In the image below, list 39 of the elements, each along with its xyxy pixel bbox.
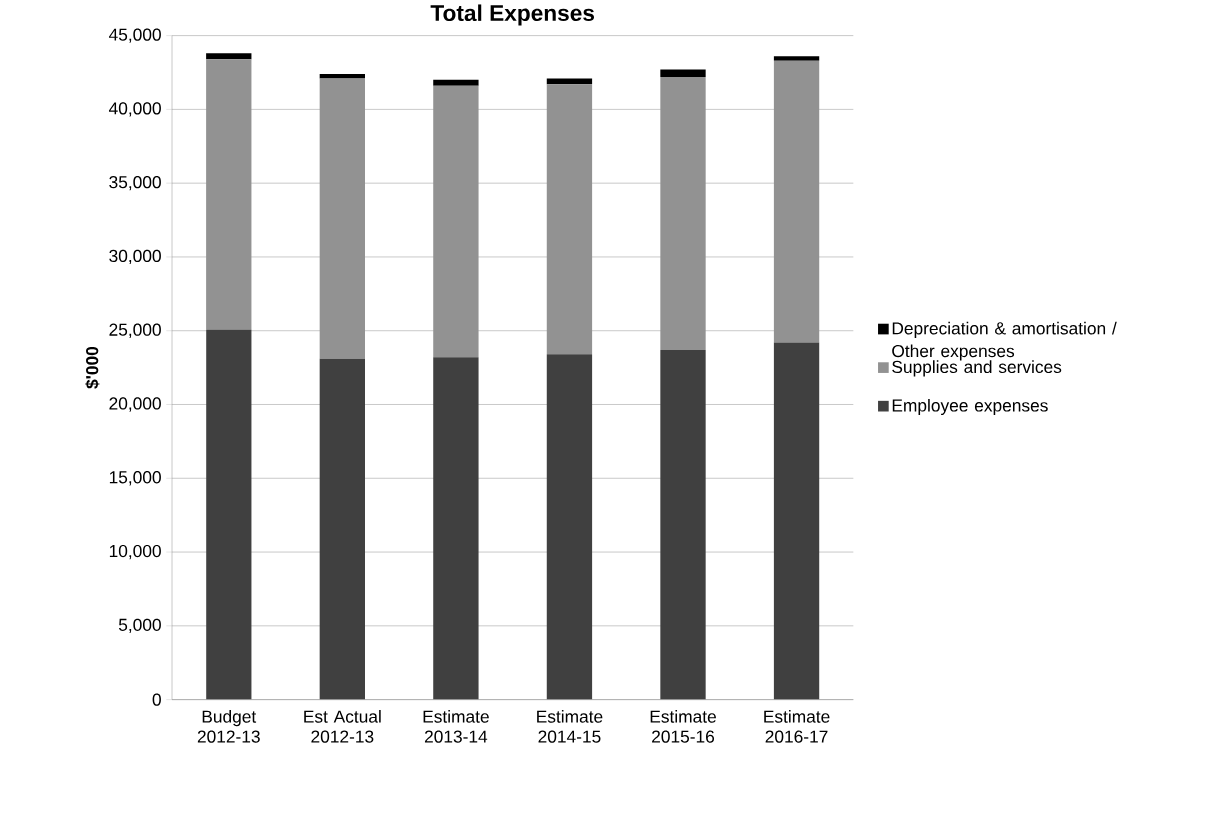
legend-label: Employee expenses xyxy=(892,399,1048,416)
bar xyxy=(660,350,706,700)
bar xyxy=(206,53,252,60)
y-tick-label: 45,000 xyxy=(108,28,161,43)
bar xyxy=(546,84,593,355)
y-tick-label: 40,000 xyxy=(108,102,161,117)
bar xyxy=(319,74,365,79)
bar xyxy=(433,85,479,358)
bar xyxy=(433,357,479,700)
y-axis-title: $'000 xyxy=(85,347,100,389)
bar xyxy=(660,77,706,351)
y-tick-label: 25,000 xyxy=(109,323,161,339)
y-tick-label: 0 xyxy=(152,693,161,706)
bar xyxy=(319,358,365,700)
y-tick-label: 15,000 xyxy=(109,471,161,486)
bar xyxy=(546,354,593,700)
bar xyxy=(773,60,820,343)
y-tick-label: 30,000 xyxy=(109,249,161,265)
y-tick-label: 10,000 xyxy=(109,545,161,560)
x-tick-label: Budget 2012-13 xyxy=(197,710,260,743)
bar xyxy=(206,59,252,330)
legend-label: Depreciation & amortisation / Other expenses xyxy=(892,321,1117,361)
bar xyxy=(773,56,820,61)
bar xyxy=(773,342,820,700)
legend-label: Supplies and services xyxy=(892,360,1062,377)
y-tick-label: 20,000 xyxy=(109,397,161,412)
bar xyxy=(206,329,252,700)
bar xyxy=(546,78,593,85)
x-tick-label: Estimate 2013-14 xyxy=(423,710,489,743)
bar xyxy=(660,69,706,78)
x-tick-label: Est Actual 2012-13 xyxy=(304,710,381,743)
y-tick-label: 5,000 xyxy=(118,618,161,634)
bar xyxy=(319,78,365,359)
x-tick-label: Estimate 2016-17 xyxy=(764,710,830,743)
x-tick-label: Estimate 2015-16 xyxy=(650,710,716,743)
y-tick-label: 35,000 xyxy=(109,176,161,191)
x-tick-label: Estimate 2014-15 xyxy=(537,710,603,743)
bar xyxy=(433,80,479,86)
chart-title: Total Expenses xyxy=(430,4,595,26)
